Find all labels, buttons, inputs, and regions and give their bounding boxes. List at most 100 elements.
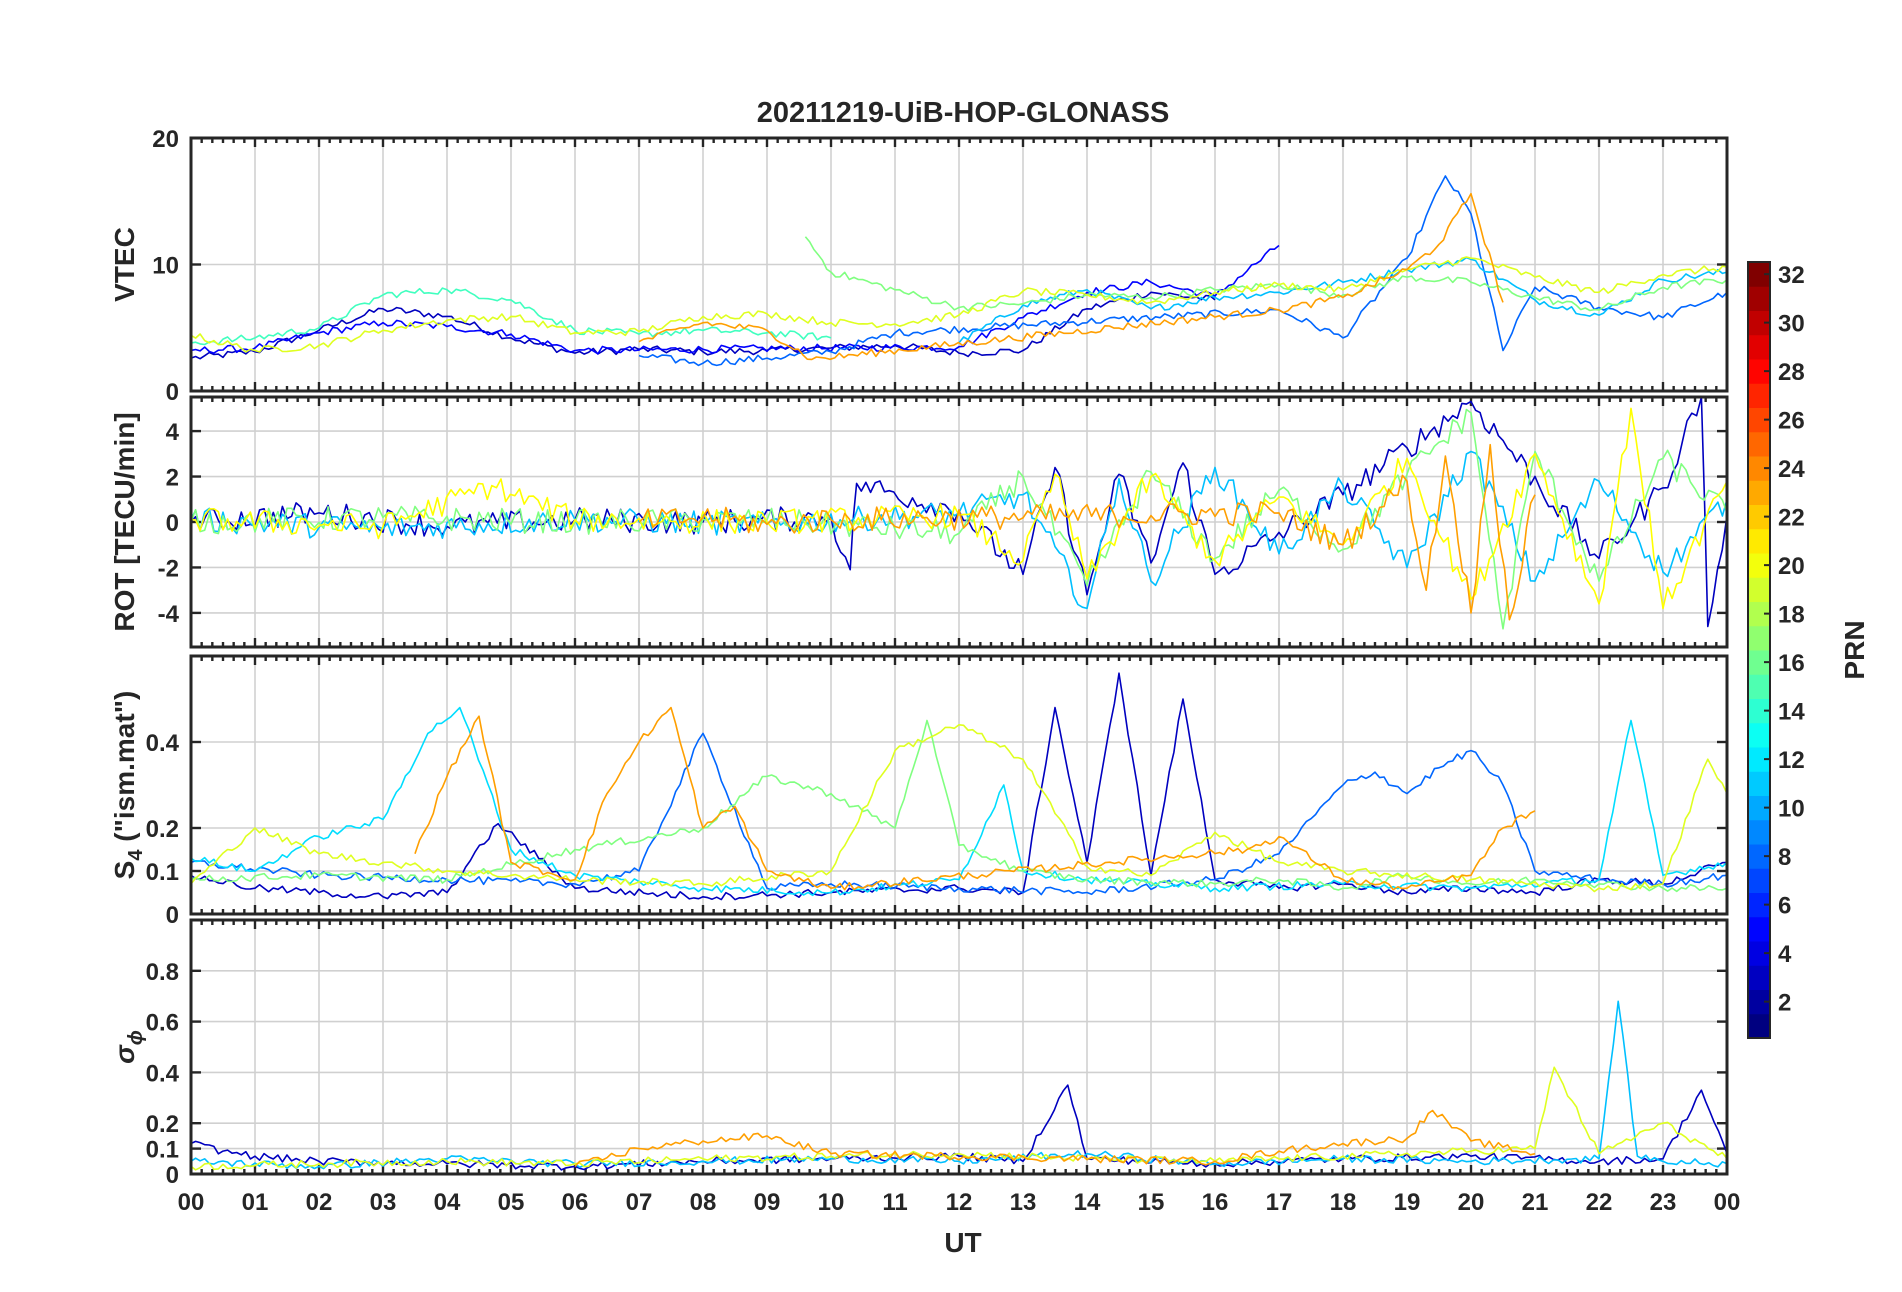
colorbar-tick-label: 30 [1778, 311, 1805, 338]
y-tick-label: 0.2 [146, 1111, 179, 1138]
series-line-prn-16 [191, 408, 1727, 630]
x-tick-label: 16 [1202, 1189, 1229, 1216]
colorbar-segment [1748, 310, 1770, 336]
colorbar-segment [1748, 407, 1770, 433]
series-line-prn-2 [191, 1084, 1727, 1171]
colorbar-segment [1748, 625, 1770, 651]
colorbar-segment [1748, 359, 1770, 384]
colorbar-segment [1748, 916, 1770, 942]
x-tick-label: 08 [690, 1189, 717, 1216]
colorbar-tick-label: 4 [1778, 941, 1792, 968]
y-tick-label: -2 [158, 555, 179, 582]
x-tick-label: 05 [498, 1189, 525, 1216]
colorbar-tick-label: 22 [1778, 505, 1805, 532]
y-tick-label: 0 [166, 379, 179, 406]
axes-box [189, 918, 1729, 1176]
colorbar-tick-label: 8 [1778, 844, 1791, 871]
y-tick-label: 0.2 [146, 816, 179, 843]
colorbar-tick-label: 16 [1778, 650, 1805, 677]
colorbar-tick-label: 18 [1778, 602, 1805, 629]
panel-vtec: 0 10 20 VTEC [109, 126, 1729, 406]
y-tick-label: 0.8 [146, 959, 179, 986]
colorbar-segment [1748, 650, 1770, 675]
chart-title: 20211219-UiB-HOP-GLONASS [757, 97, 1170, 129]
series-line-prn-22 [638, 192, 1504, 361]
colorbar-segment [1748, 577, 1770, 602]
colorbar-segment [1748, 334, 1770, 360]
series-line-prn-4 [191, 244, 1280, 355]
panel-sigma_phi: 00.10.2 0.4 0.6 0.8 σϕ [109, 918, 1729, 1189]
colorbar-segment [1748, 674, 1770, 699]
series-line-prn-14 [191, 287, 832, 346]
y-tick-label: 4 [166, 419, 180, 446]
colorbar-title: PRN [1839, 620, 1870, 679]
x-tick-label: 13 [1010, 1189, 1037, 1216]
panel-rot: -4 -2 0 2 4 ROT [TECU/min] [109, 395, 1729, 649]
series-line-prn-11 [191, 1000, 1727, 1170]
colorbar-segment [1748, 965, 1770, 990]
y-tick-label: 0.6 [146, 1010, 179, 1037]
x-tick-label: 22 [1586, 1189, 1613, 1216]
colorbar-segment [1748, 528, 1770, 554]
x-tick-label: 11 [882, 1189, 907, 1216]
x-tick-label: 10 [818, 1189, 845, 1216]
colorbar-segment [1748, 795, 1770, 821]
colorbar-tick-label: 26 [1778, 408, 1805, 435]
colorbar-segment [1748, 601, 1770, 627]
colorbar-segment [1748, 892, 1770, 918]
x-tick-label: 00 [1714, 1189, 1741, 1216]
x-tick-label: 00 [178, 1189, 205, 1216]
colorbar-tick-label: 24 [1778, 456, 1805, 483]
x-tick-label: 19 [1394, 1189, 1421, 1216]
colorbar-segment [1748, 383, 1770, 408]
series-line-prn-19 [191, 1066, 1727, 1171]
axes-box [189, 136, 1729, 393]
x-tick-label: 09 [754, 1189, 781, 1216]
colorbar-segment [1748, 819, 1770, 845]
x-tick-label: 15 [1138, 1189, 1165, 1216]
colorbar-tick-label: 20 [1778, 553, 1805, 580]
x-tick-label: 20 [1458, 1189, 1485, 1216]
series-line-prn-19 [191, 256, 1727, 353]
colorbar-tick-label: 12 [1778, 747, 1805, 774]
y-tick-label: 0.4 [146, 1060, 180, 1087]
x-tick-label: 18 [1330, 1189, 1357, 1216]
colorbar-segment [1748, 868, 1770, 893]
colorbar-frame [1747, 261, 1771, 1039]
x-tick-label: 06 [562, 1189, 589, 1216]
colorbar-tick-label: 14 [1778, 699, 1805, 726]
x-tick-label: 04 [434, 1189, 461, 1216]
y-tick-label: 0 [166, 1162, 179, 1189]
y-tick-label: 0.1 [146, 859, 179, 886]
y-tick-label: 0 [166, 902, 179, 929]
colorbar-segment [1748, 286, 1770, 311]
series-line-prn-22 [414, 706, 1536, 891]
y-axis-label-s4: S4 ("ism.mat") [109, 691, 147, 880]
series-line-prn-19 [191, 724, 1727, 893]
x-axis-label: UT [944, 1227, 981, 1258]
y-axis-label-sigma_phi: σϕ [109, 1030, 147, 1064]
series-line-prn-11 [958, 256, 1727, 344]
x-tick-label: 21 [1522, 1189, 1549, 1216]
y-tick-label: 2 [166, 465, 179, 492]
y-tick-label: 0.4 [146, 730, 180, 757]
series-line-prn-16 [191, 719, 1727, 893]
colorbar-segment [1748, 262, 1770, 287]
colorbar-segment [1748, 844, 1770, 869]
colorbar-segment [1748, 771, 1770, 796]
y-tick-label: 0.1 [146, 1137, 179, 1164]
colorbar-segment [1748, 480, 1770, 505]
colorbar-segment [1748, 722, 1770, 748]
series-line-prn-12 [191, 706, 1727, 897]
colorbar-segment [1748, 747, 1770, 772]
colorbar-segment [1748, 941, 1770, 966]
colorbar-segment [1748, 989, 1770, 1015]
colorbar-tick-label: 2 [1778, 990, 1791, 1017]
x-tick-label: 14 [1074, 1189, 1101, 1216]
x-tick-label: 07 [626, 1189, 653, 1216]
y-tick-label: 20 [152, 126, 179, 153]
series-line-prn-16 [804, 236, 1727, 312]
axes-box [189, 654, 1729, 916]
